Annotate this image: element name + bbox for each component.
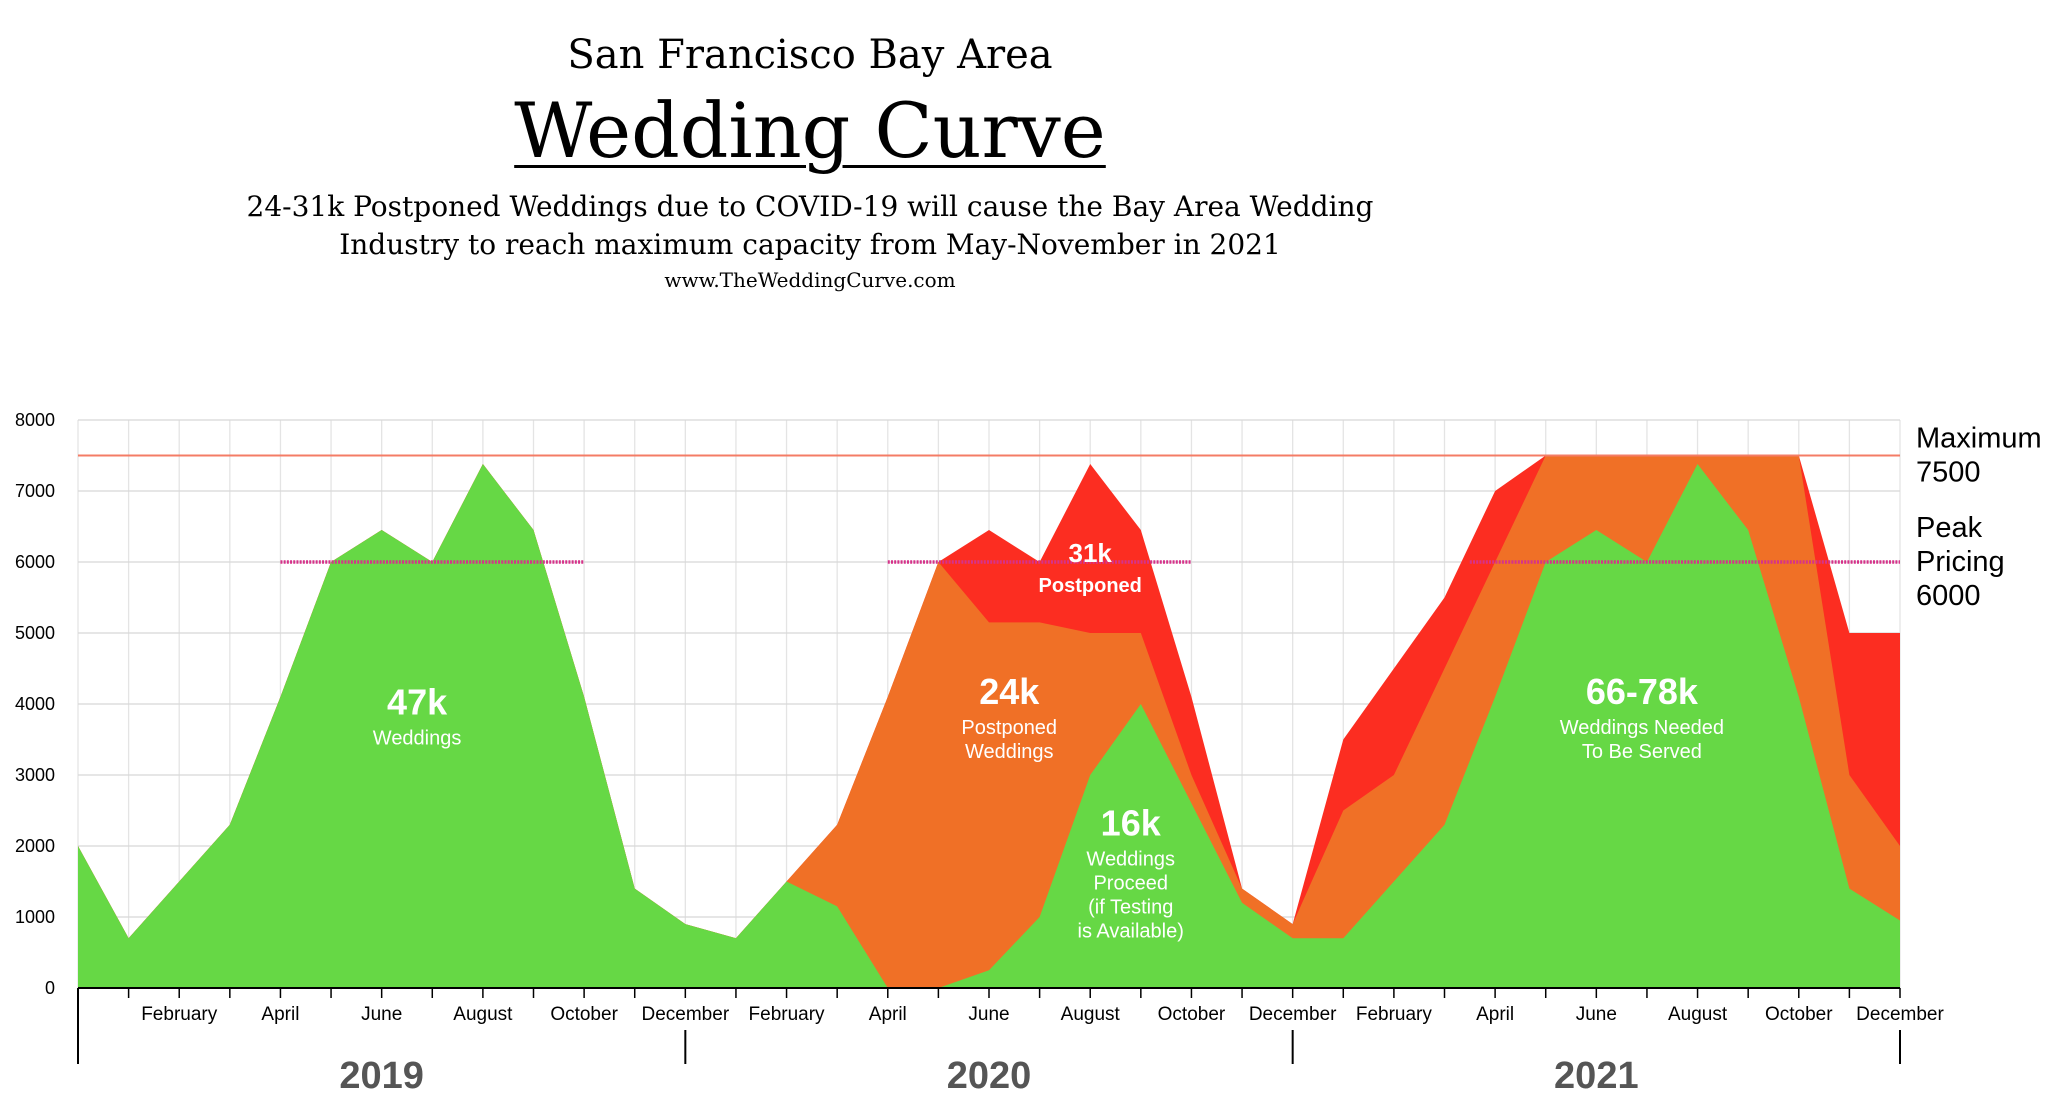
annotation-a2020g-caption: is Available): [1078, 920, 1184, 942]
annotation-a2020g-caption: Proceed: [1093, 872, 1168, 894]
x-axis-month-label: June: [968, 1004, 1009, 1025]
annotation-a2020g-caption: Weddings: [1086, 848, 1175, 870]
chart-title: Wedding Curve: [514, 86, 1106, 175]
x-axis-month-label: December: [1249, 1004, 1337, 1025]
peak-pricing-label-line: 6000: [1916, 580, 1981, 612]
x-axis-month-label: June: [361, 1004, 402, 1025]
x-axis-month-label: August: [1668, 1004, 1728, 1025]
annotation-a2020p-caption: Weddings: [965, 741, 1054, 763]
reference-lines: [78, 454, 1900, 564]
x-axis-month-label: August: [453, 1004, 513, 1025]
annotation-a2020p-caption: Postponed: [961, 717, 1057, 739]
y-axis-tick-label: 2000: [15, 836, 55, 856]
y-axis-tick-label: 8000: [15, 410, 55, 430]
x-axis-month-label: December: [1856, 1004, 1944, 1025]
chart-subtitle: 24-31k Postponed Weddings due to COVID-1…: [0, 188, 1620, 264]
maximum-label-line: 7500: [1916, 457, 1981, 489]
annotation-a2021-caption: To Be Served: [1582, 741, 1702, 763]
x-axis-month-label: October: [1765, 1004, 1833, 1025]
x-axis-month-label: October: [1158, 1004, 1226, 1025]
y-axis-tick-label: 3000: [15, 765, 55, 785]
x-axis-month-label: April: [869, 1004, 907, 1025]
annotation-a2020r-value: 31k: [1069, 538, 1113, 568]
y-axis-tick-label: 1000: [15, 907, 55, 927]
chart-areas: [78, 455, 1900, 988]
chart-annotations: 47kWeddings24kPostponedWeddings31kPostpo…: [373, 538, 1724, 942]
year-label-2021: 2021: [1554, 1055, 1639, 1097]
x-axis-month-label: April: [1476, 1004, 1514, 1025]
x-axis-month-label: February: [141, 1004, 218, 1025]
area-series-weddings: [78, 464, 1900, 988]
maximum-label-line: Maximum: [1916, 423, 2042, 455]
x-axis-month-label: August: [1061, 1004, 1121, 1025]
wedding-curve-chart: 0 1000 2000 3000 4000 5000 6000 7000 8000 Februar…: [15, 410, 2042, 1097]
annotation-a2020r-caption: Postponed: [1039, 575, 1142, 597]
annotation-a2019-value: 47k: [387, 682, 448, 723]
chart-axes: 0 1000 2000 3000 4000 5000 6000 7000 8000 Februar…: [15, 410, 1945, 1097]
x-axis-month-label: June: [1576, 1004, 1617, 1025]
annotation-a2021-value: 66-78k: [1586, 671, 1699, 712]
annotation-a2021-caption: Weddings Needed: [1560, 717, 1724, 739]
y-axis-tick-label: 4000: [15, 694, 55, 714]
chart-subtitle-line-2: Industry to reach maximum capacity from …: [339, 228, 1281, 261]
year-label-2020: 2020: [947, 1055, 1032, 1097]
chart-subtitle-line-1: 24-31k Postponed Weddings due to COVID-1…: [246, 190, 1374, 223]
annotation-a2020p-value: 24k: [979, 671, 1040, 712]
annotation-a2020g-value: 16k: [1101, 802, 1162, 843]
website-url: www.TheWeddingCurve.com: [664, 268, 956, 292]
y-axis-tick-label: 0: [45, 978, 55, 998]
x-axis-month-label: April: [261, 1004, 299, 1025]
chart-supertitle: San Francisco Bay Area: [567, 32, 1053, 78]
annotation-a2020g-caption: (if Testing: [1088, 896, 1173, 918]
annotation-a2019-caption: Weddings: [373, 728, 462, 750]
y-axis-tick-label: 7000: [15, 481, 55, 501]
x-axis-month-label: December: [642, 1004, 730, 1025]
peak-pricing-label-line: Pricing: [1916, 546, 2005, 578]
y-axis-tick-label: 6000: [15, 552, 55, 572]
peak-pricing-label-line: Peak: [1916, 512, 1983, 544]
x-axis-month-label: February: [749, 1004, 826, 1025]
x-axis-month-label: February: [1356, 1004, 1433, 1025]
x-axis-month-label: October: [550, 1004, 618, 1025]
y-axis-tick-label: 5000: [15, 623, 55, 643]
year-label-2019: 2019: [339, 1055, 424, 1097]
